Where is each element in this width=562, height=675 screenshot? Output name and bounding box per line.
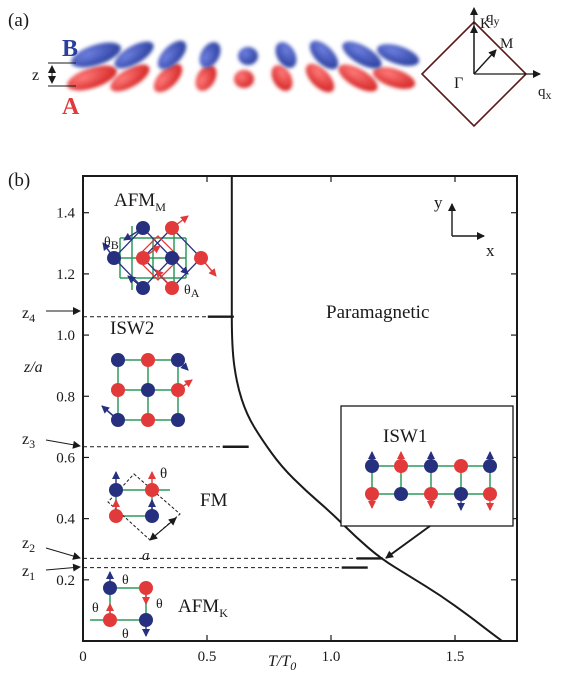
layer-b-rods <box>71 40 420 70</box>
brillouin-zone: qy qx K M Γ <box>420 7 552 128</box>
qy-label: qy <box>486 10 500 28</box>
x-tick-label: 0.5 <box>198 649 217 665</box>
phase-label-fm: FM <box>200 490 228 511</box>
bz-diamond <box>420 20 528 128</box>
y-tick-label: 0.6 <box>56 450 75 466</box>
panel-b: (b) 0.2 0.4 0.6 0.8 1.0 1.2 1.4 0 0.5 1.0 1.5 T/T0… <box>8 170 518 673</box>
afm-m-lattice: θB θA <box>102 215 217 300</box>
z2-label: z2 <box>22 535 35 555</box>
axis-y-indicator-label: y <box>434 193 443 212</box>
bilayer-illustration <box>67 40 420 93</box>
theta-a-label: θA <box>184 283 200 300</box>
x-tick-label: 1.0 <box>322 649 341 665</box>
x-tick-label: 0 <box>79 649 87 665</box>
axis-x-indicator-label: x <box>486 241 495 260</box>
afm-k-lattice: θ θ θ θ <box>90 571 163 642</box>
layer-a-rods <box>67 63 416 93</box>
x-tick-label: 1.5 <box>446 649 465 665</box>
theta-b-label: θB <box>104 235 119 252</box>
z-label: z <box>32 67 39 84</box>
z-dashed-lines <box>83 315 383 569</box>
panel-a: (a) <box>8 7 552 128</box>
afm-k-theta-right: θ <box>156 597 163 612</box>
xy-axes-indicator: y x <box>434 193 495 260</box>
z4-label: z4 <box>22 305 35 325</box>
y-axis-title: z/a <box>23 359 43 376</box>
m-label: M <box>500 36 513 52</box>
afm-k-theta-top: θ <box>122 573 129 588</box>
k-label: K <box>480 16 491 32</box>
isw2-lattice <box>101 353 193 427</box>
axis-ticks: 0.2 0.4 0.6 0.8 1.0 1.2 1.4 0 0.5 1.0 1.5 <box>56 176 517 665</box>
isw1-inset: ISW1 <box>340 405 514 527</box>
phase-boundary-line <box>230 316 503 642</box>
panel-a-label: (a) <box>8 10 29 31</box>
afm-k-theta-bottom: θ <box>122 627 129 642</box>
y-tick-label: 0.2 <box>56 573 75 589</box>
fm-theta-label: θ <box>160 466 167 482</box>
z3-label: z3 <box>22 431 35 451</box>
phase-label-paramagnetic: Paramagnetic <box>326 302 429 323</box>
phase-label-isw2: ISW2 <box>110 318 154 339</box>
y-tick-label: 0.4 <box>56 512 75 528</box>
phase-label-afm-k: AFMK <box>178 596 228 620</box>
layer-a-label: A <box>62 94 80 120</box>
z-separation-marker: z <box>32 62 76 87</box>
y-tick-label: 0.8 <box>56 389 75 405</box>
phase-label-isw1: ISW1 <box>383 426 427 447</box>
x-axis-title: T/T0 <box>268 653 296 673</box>
phase-label-afm-m: AFMM <box>114 190 166 214</box>
plot-frame <box>82 175 518 642</box>
z-markers: z4 z3 z2 z1 <box>22 305 81 583</box>
phase-boundaries <box>230 176 503 642</box>
y-tick-label: 1.2 <box>56 267 75 283</box>
afm-k-theta-left: θ <box>92 601 99 616</box>
m-vector <box>473 49 497 75</box>
panel-b-label: (b) <box>8 170 30 191</box>
qx-label: qx <box>538 84 552 102</box>
y-tick-label: 1.0 <box>56 328 75 344</box>
fm-lattice: θ a <box>107 466 181 564</box>
layer-b-label: B <box>62 36 78 62</box>
isw1-pointer-arrow <box>385 525 431 559</box>
gamma-label: Γ <box>454 75 463 92</box>
lattice-constant-label: a <box>142 548 150 564</box>
z1-label: z1 <box>22 563 35 583</box>
y-tick-label: 1.4 <box>56 206 75 222</box>
